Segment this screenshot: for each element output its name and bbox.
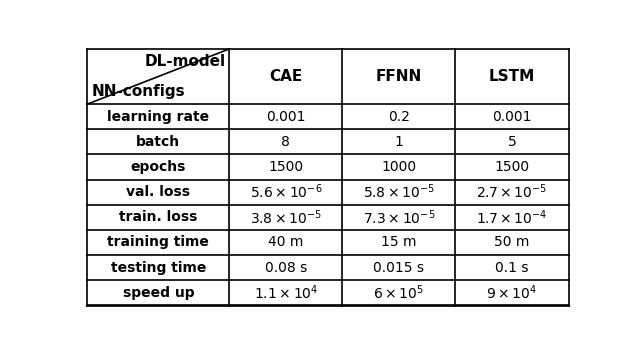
- Text: 1000: 1000: [381, 160, 417, 174]
- Text: testing time: testing time: [111, 261, 206, 274]
- Text: 8: 8: [282, 135, 291, 149]
- Text: $6 \times 10^{5}$: $6 \times 10^{5}$: [373, 284, 424, 302]
- Text: $5.8 \times 10^{-5}$: $5.8 \times 10^{-5}$: [363, 183, 435, 201]
- Text: $5.6 \times 10^{-6}$: $5.6 \times 10^{-6}$: [250, 183, 322, 201]
- Text: LSTM: LSTM: [489, 69, 535, 84]
- Text: $9 \times 10^{4}$: $9 \times 10^{4}$: [486, 284, 538, 302]
- Text: $1.1 \times 10^{4}$: $1.1 \times 10^{4}$: [253, 284, 318, 302]
- Text: val. loss: val. loss: [127, 185, 191, 199]
- Text: batch: batch: [136, 135, 180, 149]
- Text: 5: 5: [508, 135, 516, 149]
- Text: training time: training time: [108, 236, 209, 250]
- Text: CAE: CAE: [269, 69, 303, 84]
- Text: speed up: speed up: [123, 286, 194, 300]
- Text: 15 m: 15 m: [381, 236, 417, 250]
- Text: learning rate: learning rate: [108, 110, 209, 124]
- Text: 50 m: 50 m: [494, 236, 530, 250]
- Text: train. loss: train. loss: [119, 210, 198, 224]
- Text: 0.08 s: 0.08 s: [265, 261, 307, 274]
- Text: NN-configs: NN-configs: [92, 84, 185, 99]
- Text: $3.8 \times 10^{-5}$: $3.8 \times 10^{-5}$: [250, 208, 322, 227]
- Text: 0.1 s: 0.1 s: [495, 261, 529, 274]
- Text: 1: 1: [394, 135, 403, 149]
- Text: epochs: epochs: [131, 160, 186, 174]
- Text: 0.001: 0.001: [492, 110, 532, 124]
- Text: DL-model: DL-model: [144, 54, 225, 69]
- Text: $7.3 \times 10^{-5}$: $7.3 \times 10^{-5}$: [363, 208, 435, 227]
- Text: 1500: 1500: [495, 160, 529, 174]
- Text: $2.7 \times 10^{-5}$: $2.7 \times 10^{-5}$: [476, 183, 548, 201]
- Text: 0.001: 0.001: [266, 110, 306, 124]
- Text: $1.7 \times 10^{-4}$: $1.7 \times 10^{-4}$: [476, 208, 548, 227]
- Text: 0.2: 0.2: [388, 110, 410, 124]
- Text: 40 m: 40 m: [268, 236, 303, 250]
- Text: 1500: 1500: [268, 160, 303, 174]
- Text: 0.015 s: 0.015 s: [374, 261, 424, 274]
- Text: FFNN: FFNN: [376, 69, 422, 84]
